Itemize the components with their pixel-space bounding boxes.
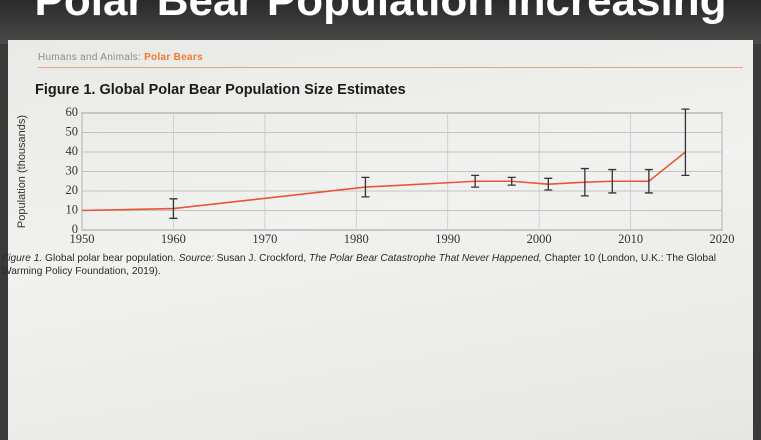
error-bar xyxy=(544,177,553,191)
error-bar xyxy=(471,174,480,188)
banner: Polar Bear Population Increasing xyxy=(0,0,761,44)
error-bar xyxy=(361,176,370,198)
section: Humans and Animals: xyxy=(38,52,141,63)
x-tick-label: 1950 xyxy=(70,232,95,246)
y-tick-label: 30 xyxy=(66,163,79,177)
caption: Figure 1. Global polar bear population. … xyxy=(2,252,752,278)
caption-label: Figure 1. xyxy=(2,253,43,264)
topic: Polar Bears xyxy=(144,52,203,63)
caption-book: The Polar Bear Catastrophe That Never Ha… xyxy=(309,253,542,264)
x-tick-label: 2000 xyxy=(527,232,552,246)
x-tick-label: 1980 xyxy=(344,232,369,246)
chart: 0 10 20 30 40 50 60 1950 1960 1970 1980 1990 2000 201… xyxy=(16,105,735,246)
chart-title: Figure 1. Global Polar Bear Population S… xyxy=(35,82,406,98)
error-bar xyxy=(644,168,653,194)
caption-rest: Chapter 10 (London, U.K.: The Global War… xyxy=(2,253,717,277)
caption-author: Susan J. Crockford, xyxy=(216,253,307,264)
banner-text: Polar Bear Population Increasing xyxy=(34,0,727,25)
x-tick-label: 2010 xyxy=(618,232,643,246)
paper: Humans and Animals: Polar Bears Figure 1… xyxy=(2,40,753,440)
y-tick-label: 50 xyxy=(66,124,79,138)
header: Humans and Animals: Polar Bears xyxy=(38,52,203,63)
error-bar xyxy=(608,168,617,194)
data-line xyxy=(81,151,686,212)
x-tick-label: 1970 xyxy=(252,232,277,246)
caption-text: Global polar bear population. xyxy=(45,253,176,264)
y-tick-label: 20 xyxy=(66,183,79,197)
error-bar xyxy=(507,176,516,186)
y-tick-label: 40 xyxy=(66,144,79,158)
error-bar xyxy=(580,167,589,197)
error-bar xyxy=(681,108,690,177)
caption-source: Source: xyxy=(178,253,214,264)
error-bar xyxy=(169,198,178,219)
x-tick-label: 1990 xyxy=(435,232,460,246)
y-tick-label: 60 xyxy=(66,105,79,119)
y-tick-label: 10 xyxy=(66,202,79,216)
x-tick-label: 2020 xyxy=(710,232,735,246)
x-tick-label: 1960 xyxy=(161,232,186,246)
rule xyxy=(38,67,743,68)
y-axis-label: Population (thousands) xyxy=(16,115,28,228)
y-tick-label: 0 xyxy=(72,222,78,236)
